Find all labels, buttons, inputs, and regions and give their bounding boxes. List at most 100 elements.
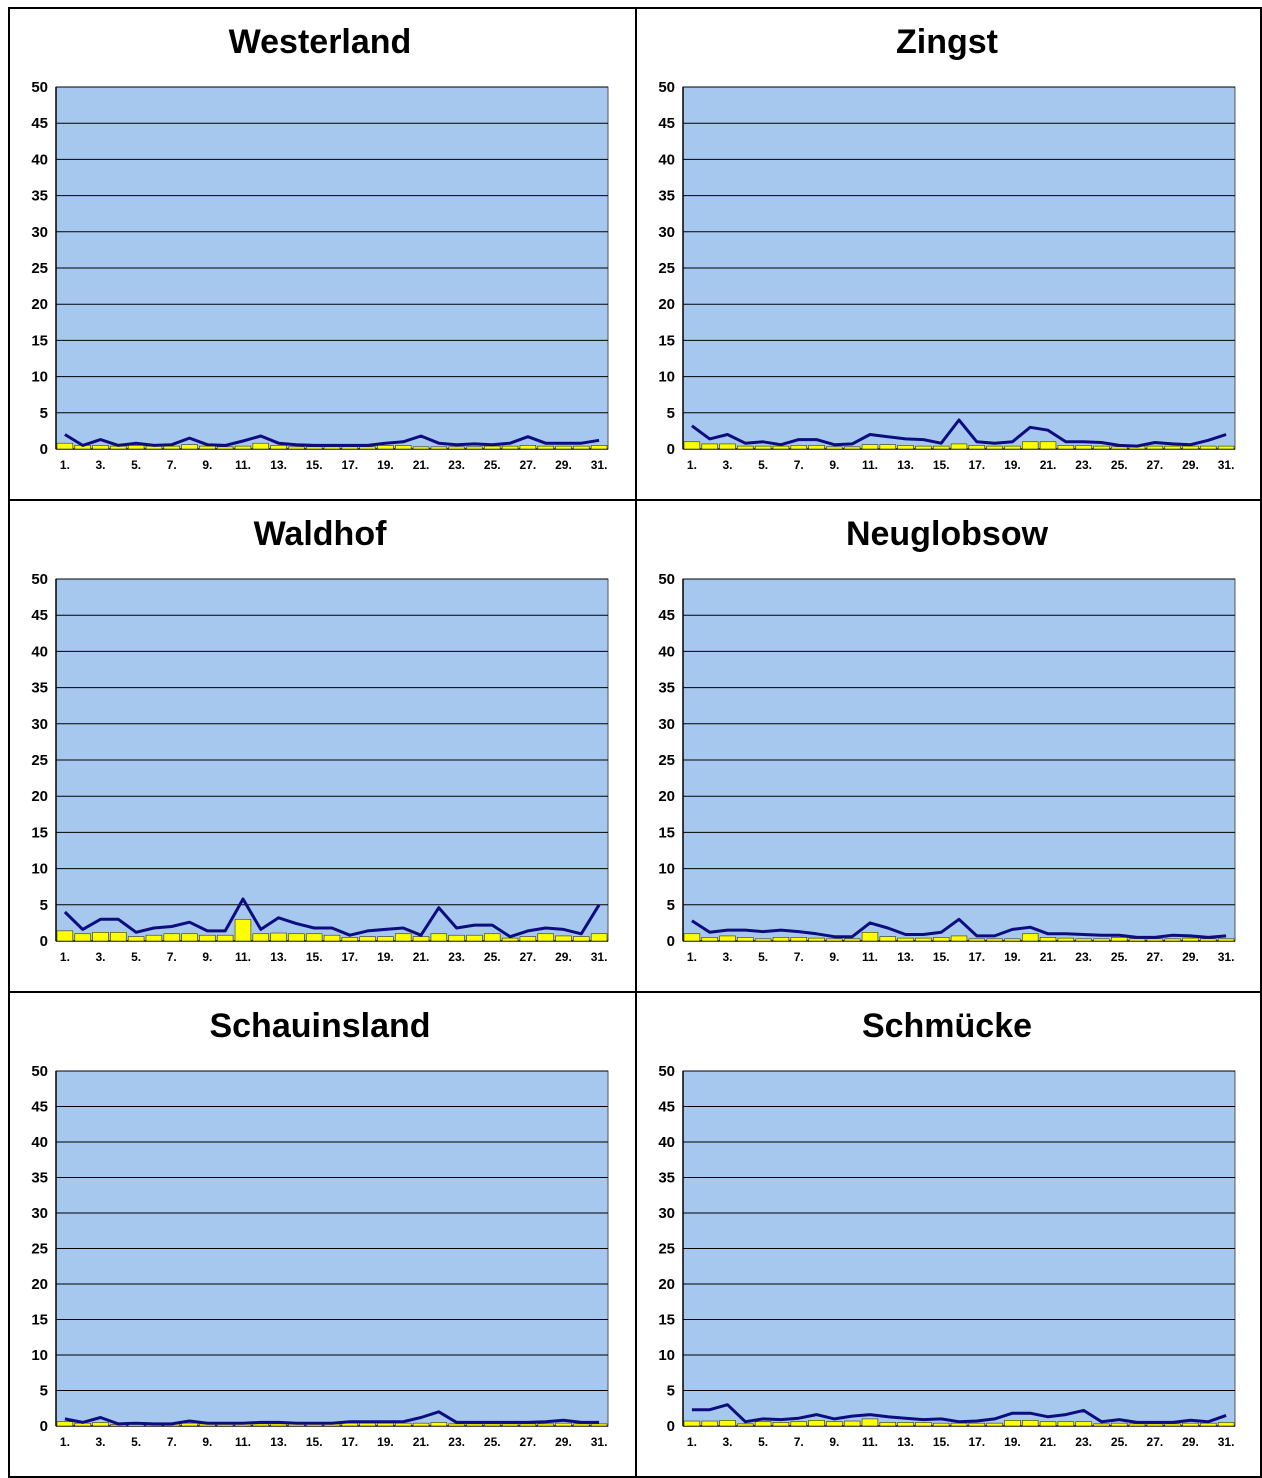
bar [127, 936, 145, 942]
y-tick-label: 35 [658, 680, 675, 697]
x-tick-label: 17. [341, 1435, 358, 1449]
x-tick-label: 17. [341, 950, 358, 964]
bar [1182, 445, 1199, 450]
bar [968, 938, 986, 942]
y-tick-label: 35 [31, 1170, 48, 1187]
bar [843, 1420, 861, 1427]
bar [1039, 937, 1057, 942]
x-tick-label: 21. [413, 1435, 430, 1449]
bar [843, 938, 861, 942]
bar [1111, 937, 1128, 942]
bar [590, 445, 608, 450]
bar [879, 1422, 896, 1427]
bar [56, 930, 74, 942]
bar [163, 445, 180, 450]
x-tick-label: 9. [202, 1435, 212, 1449]
y-tick-label: 50 [658, 79, 675, 96]
y-tick-label: 25 [31, 260, 48, 277]
bar [1111, 446, 1128, 450]
bar [1217, 938, 1235, 942]
bar [252, 933, 269, 942]
bar [790, 445, 807, 450]
bar [484, 1423, 501, 1427]
bar [879, 936, 896, 942]
chart-svg: Schauinsland 0 5 10 15 20 25 30 35 40 45 50 1. 3. 5. 7.… [31, 1007, 609, 1449]
x-tick-label: 5. [758, 950, 768, 964]
bar [968, 445, 986, 450]
x-tick-label: 21. [1040, 1435, 1057, 1449]
bar [1057, 1421, 1075, 1427]
x-tick-label: 19. [377, 950, 394, 964]
bar [737, 1423, 754, 1427]
x-tick-label: 13. [270, 950, 287, 964]
x-tick-label: 31. [591, 950, 608, 964]
bar [92, 1422, 109, 1427]
chart-svg: Westerland 0 5 10 15 20 25 30 35 40 45 50 1. 3. 5. 7. 9.… [31, 23, 609, 472]
chart-panel-schauinsland: Schauinsland 0 5 10 15 20 25 30 35 40 45 50 1. 3. 5. 7.… [8, 991, 637, 1478]
y-tick-label: 25 [658, 1241, 675, 1258]
bar [1057, 445, 1075, 450]
bar [1182, 937, 1199, 942]
bar [932, 445, 950, 450]
bar [555, 445, 572, 450]
y-tick-label: 10 [31, 1347, 48, 1364]
y-tick-label: 25 [31, 1241, 48, 1258]
x-tick-label: 21. [1040, 950, 1057, 964]
y-tick-label: 45 [658, 1099, 675, 1116]
bar [772, 445, 790, 450]
bar [1039, 1421, 1057, 1427]
bar [719, 1420, 736, 1427]
chart-svg: Zingst 0 5 10 15 20 25 30 35 40 45 50 1. 3. 5. 7. 9. 11. 1… [658, 23, 1236, 472]
y-tick-label: 10 [658, 369, 675, 386]
x-tick-label: 23. [448, 458, 465, 472]
bar [127, 445, 145, 450]
bar [305, 933, 323, 942]
bar [897, 445, 914, 450]
x-tick-label: 17. [968, 458, 985, 472]
bar [110, 932, 127, 942]
bar [950, 935, 968, 942]
x-tick-label: 15. [306, 950, 323, 964]
y-tick-label: 30 [31, 1205, 48, 1222]
bar [466, 934, 483, 942]
y-tick-label: 50 [31, 79, 48, 96]
bar [1182, 1422, 1199, 1427]
chart-panel-waldhof: Waldhof 0 5 10 15 20 25 30 35 40 45 50 1. 3. 5. 7. 9. 11.… [8, 499, 637, 993]
bar [181, 444, 198, 450]
y-tick-label: 45 [31, 115, 48, 132]
y-tick-label: 20 [31, 296, 48, 313]
x-tick-label: 27. [520, 1435, 537, 1449]
series-line [63, 897, 601, 939]
bar [1164, 1423, 1181, 1427]
bar [754, 938, 772, 942]
x-tick-label: 13. [897, 1435, 914, 1449]
y-tick-label: 10 [31, 369, 48, 386]
x-tick-label: 9. [829, 458, 839, 472]
bar [56, 1421, 74, 1427]
y-tick-label: 30 [31, 224, 48, 241]
bar [1004, 938, 1021, 942]
bar [986, 938, 1003, 942]
x-tick-label: 27. [520, 458, 537, 472]
bar [234, 445, 252, 450]
bar [359, 1422, 376, 1427]
x-tick-label: 13. [270, 1435, 287, 1449]
x-tick-label: 15. [933, 1435, 950, 1449]
bar [412, 936, 430, 942]
bar [145, 934, 163, 942]
x-tick-label: 27. [1147, 950, 1164, 964]
y-tick-label: 0 [40, 441, 48, 458]
y-tick-label: 45 [31, 1099, 48, 1116]
x-tick-label: 1. [687, 950, 697, 964]
y-tick-label: 40 [658, 151, 675, 168]
series-line [64, 1410, 600, 1426]
x-tick-label: 23. [1075, 458, 1092, 472]
x-tick-label: 29. [555, 1435, 572, 1449]
bar [181, 933, 198, 942]
bar [341, 937, 359, 942]
x-tick-label: 19. [1004, 458, 1021, 472]
bar [537, 1423, 554, 1427]
x-tick-label: 23. [1075, 950, 1092, 964]
x-tick-label: 1. [60, 1435, 70, 1449]
y-tick-label: 5 [667, 405, 675, 422]
